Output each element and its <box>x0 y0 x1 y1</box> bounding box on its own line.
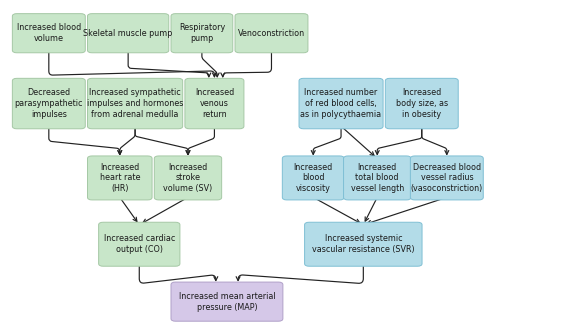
Text: Increased
blood
viscosity: Increased blood viscosity <box>294 163 333 193</box>
Text: Increased
stroke
volume (SV): Increased stroke volume (SV) <box>164 163 212 193</box>
Text: Increased number
of red blood cells,
as in polycythaemia: Increased number of red blood cells, as … <box>300 88 382 119</box>
FancyBboxPatch shape <box>185 78 244 129</box>
FancyBboxPatch shape <box>12 78 85 129</box>
FancyBboxPatch shape <box>12 14 85 53</box>
FancyBboxPatch shape <box>99 222 180 266</box>
Text: Increased
heart rate
(HR): Increased heart rate (HR) <box>99 163 140 193</box>
FancyBboxPatch shape <box>154 156 222 200</box>
FancyBboxPatch shape <box>385 78 458 129</box>
FancyBboxPatch shape <box>171 14 233 53</box>
FancyBboxPatch shape <box>304 222 422 266</box>
Text: Increased
venous
return: Increased venous return <box>195 88 234 119</box>
Text: Increased
body size, as
in obesity: Increased body size, as in obesity <box>396 88 448 119</box>
FancyBboxPatch shape <box>171 282 283 321</box>
Text: Respiratory
pump: Respiratory pump <box>179 23 225 43</box>
Text: Increased mean arterial
pressure (MAP): Increased mean arterial pressure (MAP) <box>178 292 275 312</box>
FancyBboxPatch shape <box>410 156 483 200</box>
Text: Decreased blood
vessel radius
(vasoconstriction): Decreased blood vessel radius (vasoconst… <box>411 163 483 193</box>
FancyBboxPatch shape <box>87 156 152 200</box>
FancyBboxPatch shape <box>299 78 383 129</box>
FancyBboxPatch shape <box>87 78 183 129</box>
FancyBboxPatch shape <box>344 156 411 200</box>
Text: Increased cardiac
output (CO): Increased cardiac output (CO) <box>103 234 175 254</box>
Text: Increased systemic
vascular resistance (SVR): Increased systemic vascular resistance (… <box>312 234 415 254</box>
Text: Increased blood
volume: Increased blood volume <box>16 23 81 43</box>
FancyBboxPatch shape <box>87 14 169 53</box>
FancyBboxPatch shape <box>282 156 344 200</box>
FancyBboxPatch shape <box>235 14 308 53</box>
Text: Skeletal muscle pump: Skeletal muscle pump <box>83 29 173 38</box>
Text: Increased sympathetic
impulses and hormones
from adrenal medulla: Increased sympathetic impulses and hormo… <box>87 88 183 119</box>
Text: Venoconstriction: Venoconstriction <box>238 29 305 38</box>
Text: Increased
total blood
vessel length: Increased total blood vessel length <box>350 163 404 193</box>
Text: Decreased
parasympathetic
impulses: Decreased parasympathetic impulses <box>15 88 83 119</box>
